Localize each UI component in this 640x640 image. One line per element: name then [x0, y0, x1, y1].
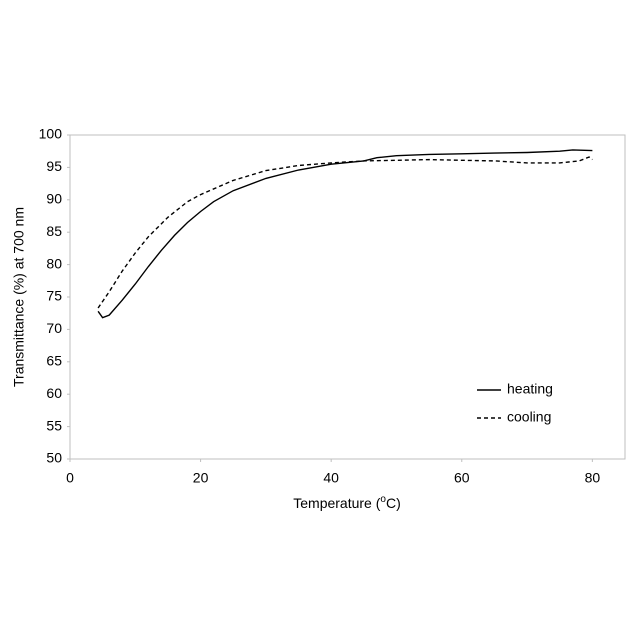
y-axis-label: Transmittance (%) at 700 nm — [11, 207, 27, 387]
y-tick-label: 50 — [46, 450, 62, 466]
y-tick-label: 55 — [46, 417, 62, 433]
y-tick-label: 65 — [46, 353, 62, 369]
y-tick-label: 100 — [39, 126, 63, 142]
legend-label: heating — [507, 381, 553, 397]
x-tick-label: 20 — [193, 470, 209, 486]
x-tick-label: 80 — [585, 470, 601, 486]
x-tick-label: 40 — [323, 470, 339, 486]
data-line — [98, 150, 592, 318]
data-line — [98, 157, 592, 308]
y-tick-label: 70 — [46, 320, 62, 336]
x-tick-label: 60 — [454, 470, 470, 486]
y-tick-label: 60 — [46, 385, 62, 401]
x-axis-label: Temperature (oC) — [293, 494, 401, 511]
y-tick-label: 90 — [46, 191, 62, 207]
x-tick-label: 0 — [66, 470, 74, 486]
y-tick-label: 80 — [46, 255, 62, 271]
chart: Temperature (oC) Transmittance (%) at 70… — [0, 0, 640, 640]
y-tick-label: 75 — [46, 288, 62, 304]
y-tick-label: 85 — [46, 223, 62, 239]
y-tick-label: 95 — [46, 158, 62, 174]
legend-label: cooling — [507, 409, 551, 425]
